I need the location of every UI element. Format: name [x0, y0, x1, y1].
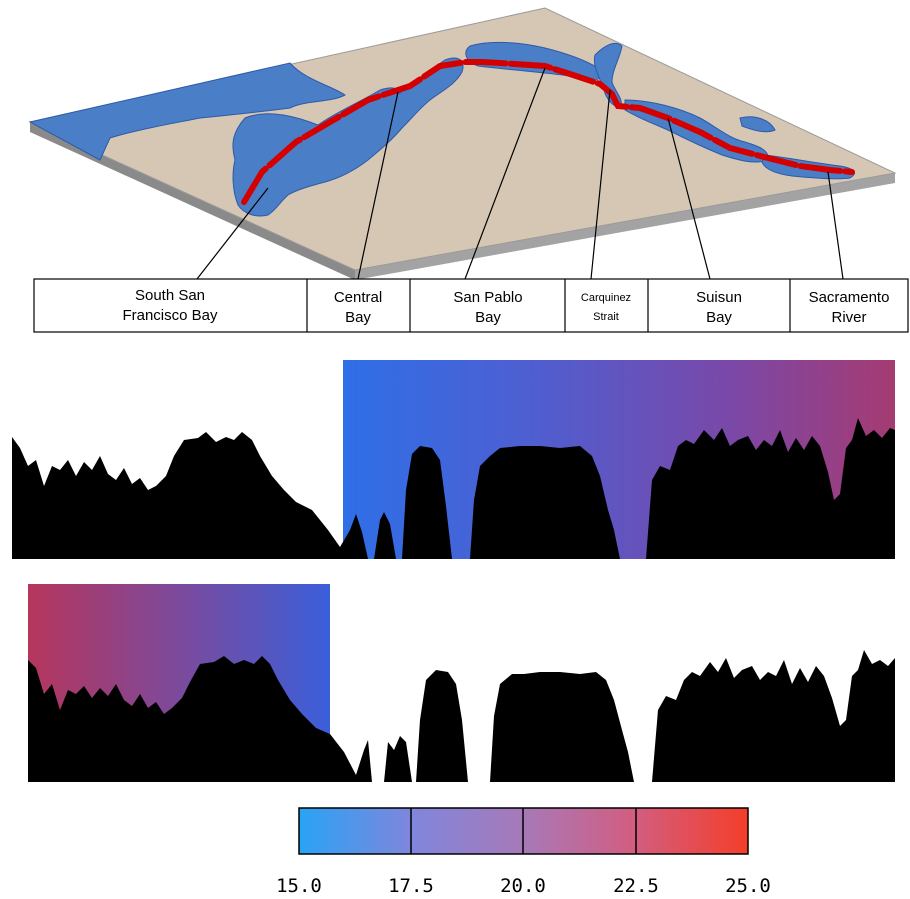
upper-bathymetry [12, 418, 895, 559]
transect-path [241, 59, 855, 205]
region-label-san-pablo-bay: San Pablo Bay [453, 289, 522, 326]
region-label-line: Bay [706, 309, 732, 326]
region-label-line: Suisun [696, 289, 742, 306]
region-label-carquinez-strait: Carquinez Strait [581, 292, 631, 323]
colorbar-tick-label: 25.0 [725, 875, 771, 897]
region-label-line: South San [135, 287, 205, 304]
region-label-line: San Pablo [453, 289, 522, 306]
region-label-table: South San Francisco Bay Central Bay San … [33, 278, 909, 333]
map-slab-front-edge [355, 173, 895, 280]
region-label-line: Francisco Bay [122, 307, 218, 324]
region-label-line: Strait [593, 311, 619, 323]
colorbar-tick-label: 17.5 [388, 875, 434, 897]
region-label-suisun-bay: Suisun Bay [696, 289, 742, 326]
salinity-colorbar: 15.0 17.5 20.0 22.5 25.0 [276, 807, 771, 897]
colorbar-tick-label: 15.0 [276, 875, 322, 897]
region-label-line: Bay [345, 309, 371, 326]
region-label-line: River [831, 309, 866, 326]
region-callout-lines [196, 67, 844, 280]
colorbar-tick-label: 22.5 [613, 875, 659, 897]
region-label-central-bay: Central Bay [334, 289, 382, 326]
region-label-line: Central [334, 289, 382, 306]
map-land [28, 7, 897, 271]
region-label-sacramento-river: Sacramento River [809, 289, 890, 326]
region-label-line: Sacramento [809, 289, 890, 306]
colorbar-tick-label: 20.0 [500, 875, 546, 897]
bay-map: South San Francisco Bay Central Bay San … [28, 7, 909, 333]
map-slab-left-edge [30, 122, 355, 280]
region-label-line: Carquinez [581, 292, 631, 304]
region-label-south-sf-bay: South San Francisco Bay [122, 287, 218, 324]
region-label-line: Bay [475, 309, 501, 326]
lower-bathymetry [28, 650, 895, 782]
upper-salinity-profile [12, 360, 895, 559]
lower-salinity-profile [28, 584, 895, 782]
